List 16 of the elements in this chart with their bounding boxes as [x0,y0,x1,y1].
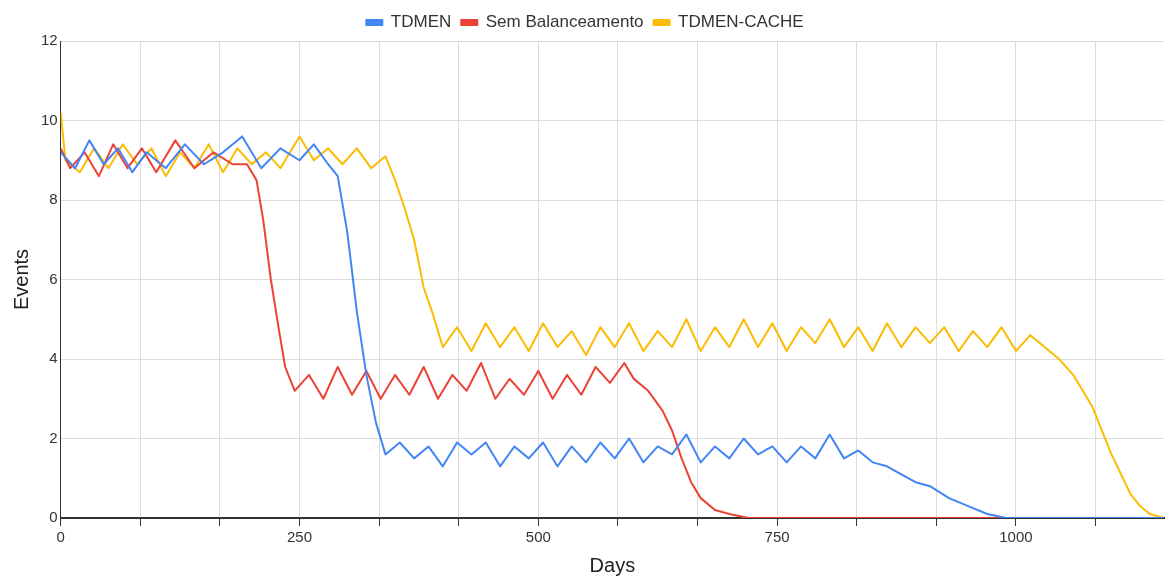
y-tick-label: 2 [49,428,58,446]
y-tick-label: 4 [49,349,58,367]
legend-label: TDMEN-CACHE [678,12,804,32]
y-axis-title: Events [9,248,32,311]
x-tick-label: 750 [764,528,790,546]
x-tick-label: 1000 [999,528,1033,546]
legend-label: TDMEN [390,12,452,32]
x-axis-title: Days [589,553,636,576]
y-tick-label: 0 [49,508,58,526]
x-tick-label: 250 [286,528,313,546]
legend-label: Sem Balanceamento [485,12,644,32]
y-tick-label: 10 [41,110,58,128]
x-tick-label: 500 [525,528,551,546]
y-tick-label: 8 [49,190,58,208]
y-tick-label: 6 [49,269,58,287]
y-tick-label: 12 [41,31,58,49]
